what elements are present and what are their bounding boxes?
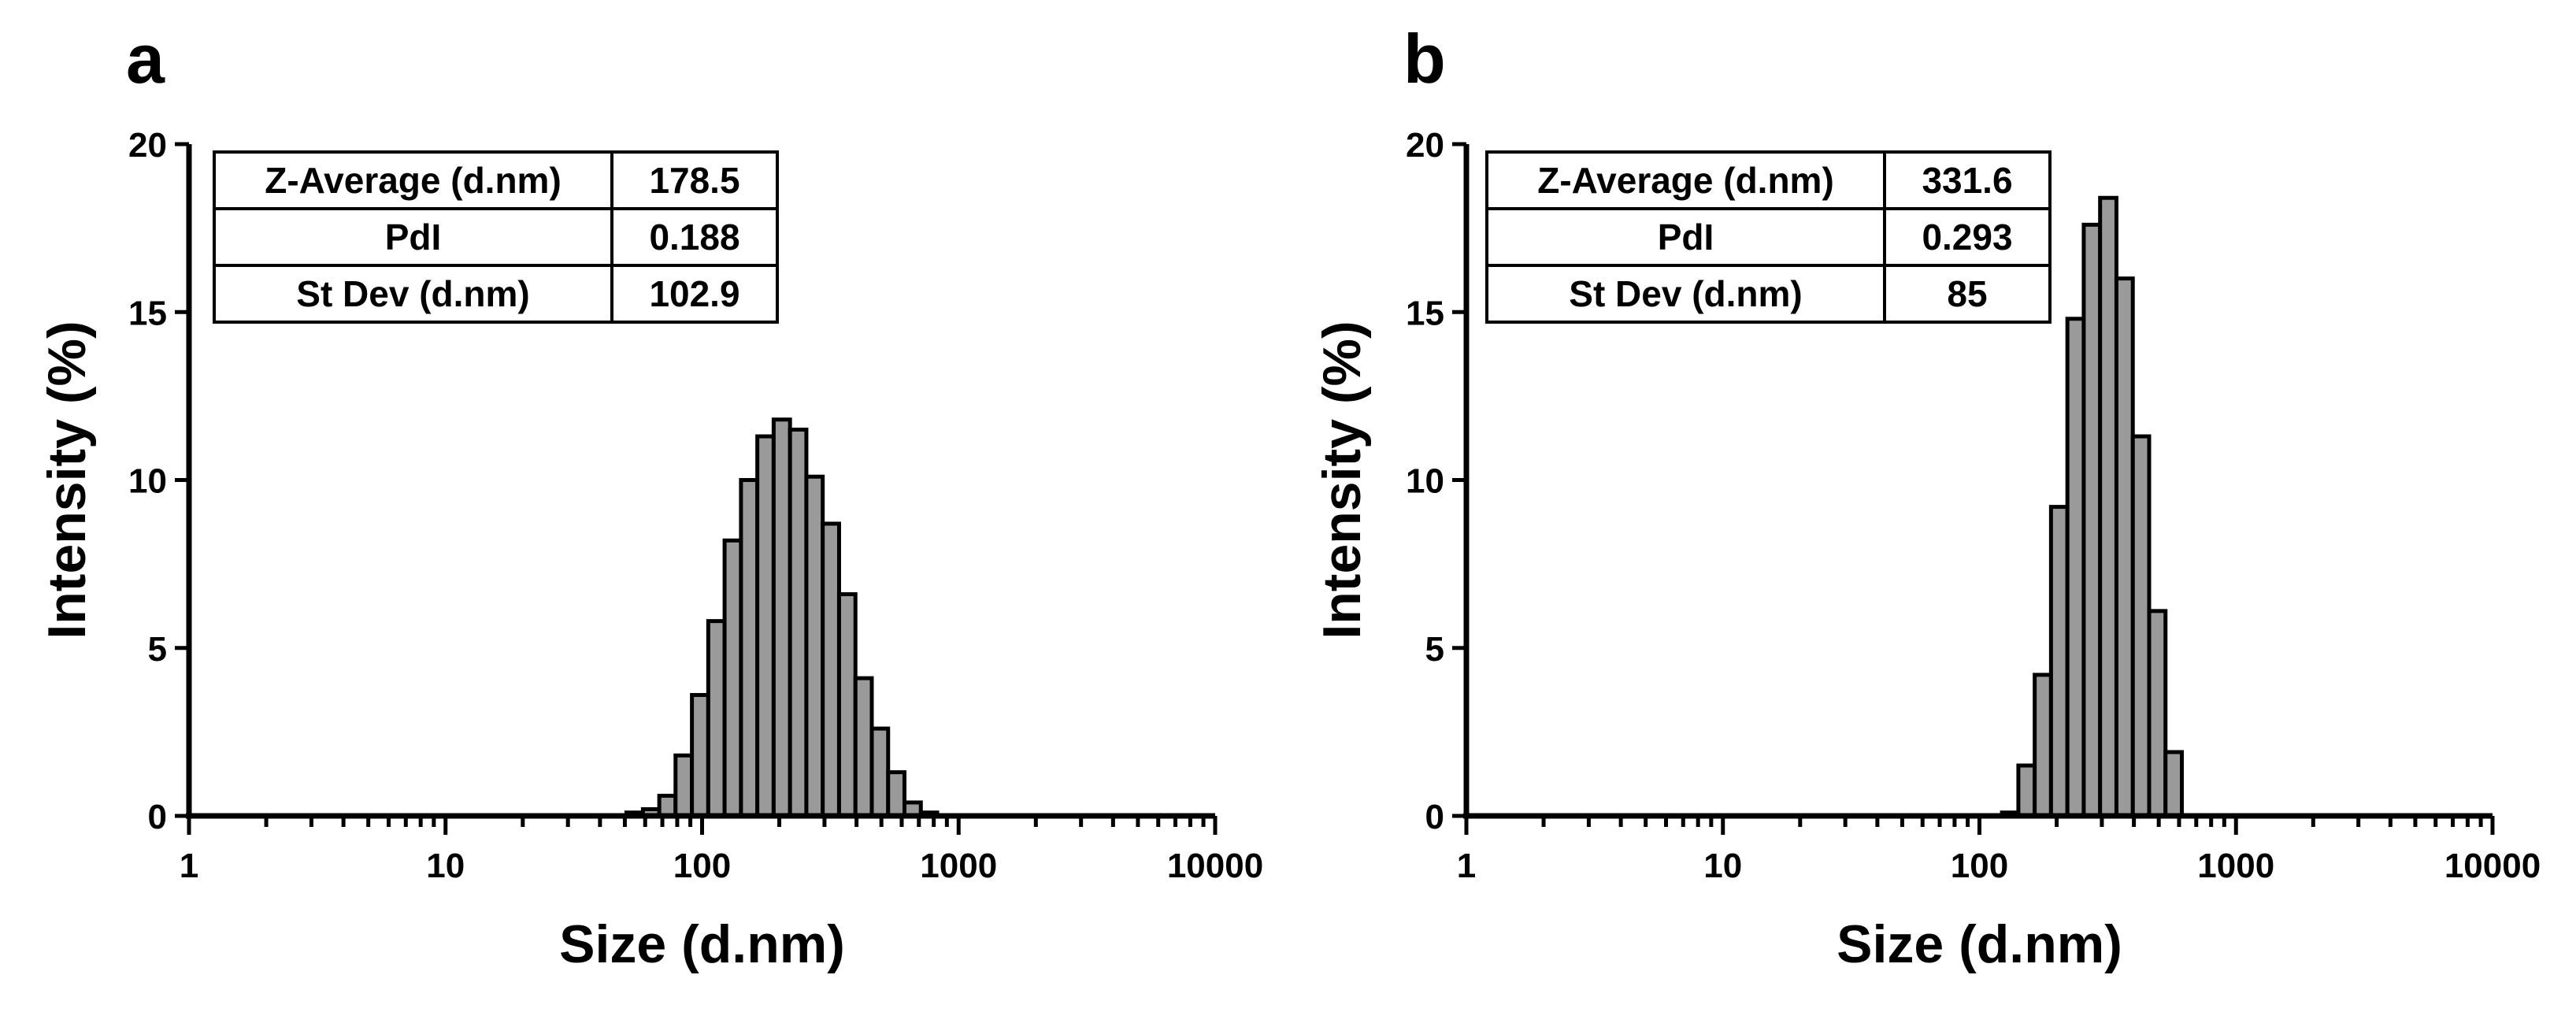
y-tick-label: 5 [148, 630, 167, 669]
x-tick-label: 1000 [920, 847, 997, 885]
stats-table-border [213, 150, 779, 324]
y-tick-label: 5 [1425, 630, 1444, 669]
x-tick-label: 100 [673, 847, 731, 885]
stats-table: Z-Average (d.nm) 331.6 PdI 0.293 St Dev (d.n… [1485, 150, 2052, 324]
stats-value: 85 [1947, 273, 1987, 314]
stats-label: PdI [385, 217, 442, 258]
y-tick-label: 15 [128, 294, 167, 332]
stats-label: PdI [1658, 217, 1714, 258]
histogram-bar [771, 417, 792, 818]
histogram-bar [673, 753, 695, 818]
x-tick-label: 10000 [2444, 847, 2541, 885]
histogram-bar [722, 538, 743, 818]
histogram-bar [886, 770, 906, 818]
x-tick-label: 1 [180, 847, 198, 885]
histogram-bar [706, 619, 727, 818]
panel-label: a [126, 20, 165, 98]
histogram-bar [853, 676, 874, 818]
x-tick-label: 10000 [1167, 847, 1263, 885]
histogram-bar [739, 478, 760, 818]
histogram-bar [2147, 609, 2168, 818]
stats-value: 0.293 [1922, 217, 2012, 258]
y-tick-label: 10 [128, 462, 167, 501]
histogram-bar [869, 726, 891, 818]
histogram-bar [2114, 276, 2135, 818]
y-tick-label: 20 [128, 126, 167, 165]
chart-panel-b: b 0 5 10 15 20 1 10 100 1000 10000 Size (d.nm) Inten… [1312, 20, 2541, 974]
histogram-bar [755, 434, 776, 818]
y-tick-label: 0 [1425, 798, 1444, 836]
stats-label: Z-Average (d.nm) [1537, 160, 1834, 201]
x-axis-title: Size (d.nm) [1837, 914, 2122, 974]
histogram-bar [821, 521, 841, 818]
y-axis-title: Intensity (%) [1312, 321, 1372, 639]
y-tick-label: 0 [148, 798, 167, 836]
stats-table: Z-Average (d.nm) 178.5 PdI 0.188 St Dev (d.n… [213, 150, 779, 324]
y-tick-label: 15 [1406, 294, 1444, 332]
stats-value: 331.6 [1922, 160, 2012, 201]
stats-value: 0.188 [649, 217, 739, 258]
x-tick-label: 10 [426, 847, 465, 885]
histogram-bar [2065, 317, 2086, 818]
histogram-bar [788, 428, 809, 818]
histogram-bar [2098, 195, 2118, 818]
stats-label: St Dev (d.nm) [1569, 273, 1802, 314]
histogram-bar [690, 692, 710, 818]
histogram-bar [2163, 750, 2184, 818]
chart-panel-a: a 0 5 10 15 20 1 10 100 1000 10000 Size (d.nm) Inten… [37, 20, 1263, 974]
panel-label: b [1403, 20, 1446, 98]
x-tick-label: 1000 [2197, 847, 2274, 885]
y-tick-label: 10 [1406, 462, 1444, 501]
stats-label: St Dev (d.nm) [296, 273, 529, 314]
histogram-bar [2081, 222, 2103, 818]
x-axis-title: Size (d.nm) [559, 914, 845, 974]
y-axis-title: Intensity (%) [37, 321, 97, 639]
histogram-bar [2130, 434, 2152, 818]
histogram-bar [657, 793, 678, 818]
stats-table-border [1485, 150, 2052, 324]
x-tick-label: 100 [1951, 847, 2008, 885]
histogram-bar [2016, 763, 2037, 818]
stats-value: 178.5 [649, 160, 739, 201]
histogram-bar [2048, 505, 2070, 818]
x-tick-label: 1 [1457, 847, 1476, 885]
stats-label: Z-Average (d.nm) [265, 160, 562, 201]
histogram-bar [804, 474, 825, 818]
stats-value: 102.9 [649, 273, 739, 314]
y-tick-label: 20 [1406, 126, 1444, 165]
x-tick-label: 10 [1703, 847, 1742, 885]
histogram-bar [2033, 673, 2053, 818]
histogram-bar [836, 592, 858, 818]
